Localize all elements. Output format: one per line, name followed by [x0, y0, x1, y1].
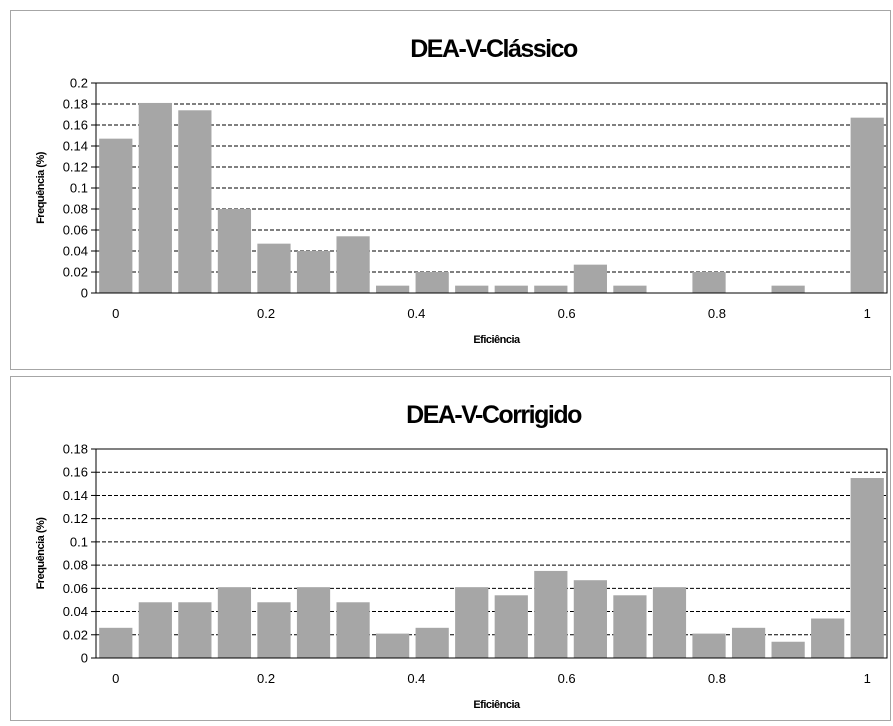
bar [850, 117, 884, 294]
bar [178, 602, 212, 658]
y-tick-label: 0.1 [70, 181, 88, 196]
bar [178, 110, 212, 293]
bar [771, 641, 805, 658]
bar [573, 580, 607, 658]
y-tick-label: 0.16 [63, 118, 88, 133]
x-tick-label: 0.8 [708, 671, 726, 686]
bar [692, 633, 726, 658]
bar [336, 602, 370, 658]
bar [336, 236, 370, 293]
x-tick-label: 0.2 [257, 671, 275, 686]
chart-corrigido: DEA-V-Corrigido 0 0.02 0.04 0.06 0.08 0.1 0.12 0… [35, 401, 888, 711]
x-tick-label: 0.4 [407, 671, 425, 686]
x-tick-label: 0 [112, 306, 119, 321]
x-axis-label: Eficiência [473, 334, 521, 346]
bar [534, 285, 568, 293]
bar [138, 102, 172, 293]
x-tick-label: 0.8 [708, 306, 726, 321]
bar [573, 264, 607, 293]
bar [652, 587, 687, 658]
bar [811, 618, 845, 658]
bar [613, 595, 647, 658]
y-axis-label: Frequência (%) [35, 517, 47, 590]
y-tick-label: 0.08 [63, 202, 88, 217]
bar [692, 272, 726, 293]
y-tick-label: 0.12 [63, 511, 88, 526]
plot-frame [95, 448, 888, 659]
bar [257, 243, 291, 293]
y-tick-label: 0.04 [63, 244, 88, 259]
x-tick-label: 0.2 [257, 306, 275, 321]
y-tick-label: 0.18 [63, 442, 88, 457]
y-axis-label: Frequência (%) [35, 151, 47, 224]
bar [217, 587, 252, 658]
bar [99, 138, 133, 293]
chart-title: DEA-V-Corrigido [406, 401, 582, 429]
y-tick-label: 0.18 [63, 97, 88, 112]
bar [771, 285, 805, 293]
y-tick-label: 0.06 [63, 223, 88, 238]
bar [731, 627, 766, 658]
y-tick-label: 0.02 [63, 265, 88, 280]
y-tick-label: 0.2 [70, 76, 88, 91]
bar [494, 595, 528, 658]
y-tick-label: 0.06 [63, 581, 88, 596]
chart-panel-corrigido: DEA-V-Corrigido 0 0.02 0.04 0.06 0.08 0.1 0.12 0… [10, 376, 891, 721]
x-tick-label: 1 [864, 306, 871, 321]
bar [376, 285, 410, 293]
y-tick-label: 0.08 [63, 558, 88, 573]
y-tick-label: 0.1 [70, 534, 88, 549]
bar [138, 602, 172, 658]
x-tick-label: 0.6 [558, 671, 576, 686]
bar [296, 587, 331, 658]
bar [217, 209, 252, 293]
bar [455, 285, 489, 293]
y-tick-label: 0.04 [63, 604, 88, 619]
bar [613, 285, 647, 293]
bar [415, 272, 449, 293]
y-tick-label: 0.02 [63, 627, 88, 642]
bar [494, 285, 528, 293]
bar [455, 587, 489, 658]
y-tick-label: 0 [81, 286, 88, 301]
bar [296, 251, 331, 293]
bar [850, 478, 884, 658]
y-tick-label: 0 [81, 651, 88, 666]
chart-panel-classico: DEA-V-Clássico 0 0.02 0.04 0.06 0.08 0.1 0.12 0.… [10, 10, 891, 370]
y-tick-label: 0.14 [63, 139, 88, 154]
x-tick-label: 0.4 [407, 306, 425, 321]
x-axis-label: Eficiência [473, 699, 521, 711]
x-tick-label: 1 [864, 671, 871, 686]
bar [99, 627, 133, 658]
chart-classico: DEA-V-Clássico 0 0.02 0.04 0.06 0.08 0.1 0.12 0.… [35, 35, 888, 346]
bar [257, 602, 291, 658]
x-tick-label: 0 [112, 671, 119, 686]
y-tick-label: 0.16 [63, 465, 88, 480]
bar [415, 627, 449, 658]
bar [376, 633, 410, 658]
y-tick-label: 0.14 [63, 488, 88, 503]
chart-title: DEA-V-Clássico [410, 35, 578, 63]
bar [534, 570, 568, 658]
x-tick-label: 0.6 [558, 306, 576, 321]
y-tick-label: 0.12 [63, 160, 88, 175]
